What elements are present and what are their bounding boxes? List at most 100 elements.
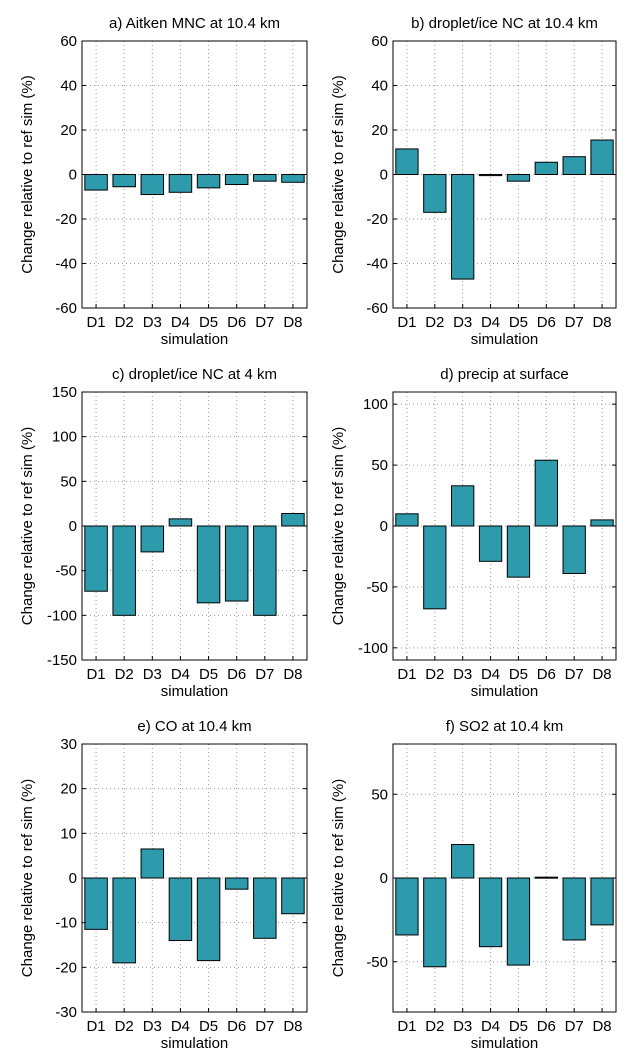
y-tick-label: 30: [60, 736, 77, 753]
bar-d1: [84, 174, 108, 191]
y-tick-label: 0: [380, 518, 388, 535]
y-tick-label: -60: [55, 300, 77, 317]
x-axis-label: simulation: [161, 683, 229, 700]
x-tick-label-d6: D6: [537, 314, 556, 331]
bar-d7: [562, 877, 586, 941]
y-tick-label: 100: [363, 396, 388, 413]
chart-title-f: f) SO2 at 10.4 km: [446, 718, 564, 735]
x-tick-label-d4: D4: [481, 666, 500, 683]
bar-d6: [224, 525, 249, 602]
bar-d8: [590, 877, 614, 926]
x-tick-label-d8: D8: [592, 314, 611, 331]
x-tick-label-d1: D1: [397, 314, 416, 331]
x-tick-label-d2: D2: [115, 666, 134, 683]
bar-d2: [423, 174, 447, 213]
y-tick-label: -30: [55, 1004, 77, 1021]
x-axis-label: simulation: [161, 331, 229, 348]
x-tick-label-d7: D7: [565, 1018, 584, 1035]
bar-d7: [253, 174, 277, 182]
bar-d2: [112, 174, 136, 188]
x-tick-label-d3: D3: [143, 666, 162, 683]
bar-d3: [140, 174, 165, 196]
bar-d1: [395, 148, 419, 176]
bar-d6: [534, 876, 558, 879]
chart-title-d: d) precip at surface: [440, 366, 568, 383]
chart-title-e: e) CO at 10.4 km: [137, 718, 251, 735]
x-axis-label: simulation: [471, 1035, 539, 1052]
y-tick-label: 0: [69, 167, 77, 184]
x-tick-label-d3: D3: [143, 1018, 162, 1035]
x-tick-label-d3: D3: [453, 1018, 472, 1035]
y-tick-label: -40: [55, 256, 77, 273]
x-tick-label-d4: D4: [171, 666, 190, 683]
bar-d4: [478, 877, 503, 948]
x-tick-label-d5: D5: [199, 1018, 218, 1035]
bar-d8: [590, 519, 614, 527]
y-tick-label: 40: [371, 78, 388, 95]
x-tick-label-d4: D4: [171, 1018, 190, 1035]
bar-d3: [451, 485, 475, 527]
bar-d7: [253, 877, 277, 939]
bar-d6: [224, 877, 249, 890]
y-tick-label: -40: [366, 256, 388, 273]
bar-d5: [506, 174, 531, 182]
y-axis-label: Change relative to ref sim (%): [19, 75, 36, 273]
bar-d5: [506, 877, 531, 966]
bar-d7: [562, 156, 586, 175]
x-tick-label-d1: D1: [86, 314, 105, 331]
y-axis-label: Change relative to ref sim (%): [330, 427, 347, 625]
bar-d2: [423, 525, 447, 610]
x-tick-label-d6: D6: [227, 666, 246, 683]
x-axis-label: simulation: [161, 1035, 229, 1052]
y-tick-label: -20: [55, 959, 77, 976]
y-axis-label: Change relative to ref sim (%): [19, 779, 36, 977]
chart-title-c: c) droplet/ice NC at 4 km: [112, 366, 277, 383]
y-tick-label: -20: [55, 211, 77, 228]
y-tick-label: -10: [55, 915, 77, 932]
y-axis-label: Change relative to ref sim (%): [19, 427, 36, 625]
x-axis-label: simulation: [471, 683, 539, 700]
chart-panel-e: -30 -20 -10 0 10 20 30 D1 D2 D3 D4 D5 D6 D7 D8 e) CO at…: [19, 718, 308, 1052]
x-tick-label-d4: D4: [171, 314, 190, 331]
y-tick-label: -50: [366, 954, 388, 971]
x-tick-label-d7: D7: [255, 666, 274, 683]
y-tick-label: 10: [60, 825, 77, 842]
bar-d8: [281, 877, 305, 915]
y-tick-label: -100: [358, 640, 388, 657]
bar-d2: [112, 877, 136, 964]
x-tick-label-d8: D8: [592, 1018, 611, 1035]
bar-d1: [395, 513, 419, 527]
x-tick-label-d8: D8: [283, 1018, 302, 1035]
bar-d2: [423, 877, 447, 968]
x-tick-label-d5: D5: [199, 314, 218, 331]
bar-d4: [478, 174, 503, 177]
y-tick-label: 50: [371, 457, 388, 474]
x-tick-label-d7: D7: [565, 666, 584, 683]
x-tick-label-d4: D4: [481, 1018, 500, 1035]
x-tick-label-d5: D5: [509, 314, 528, 331]
y-tick-label: -20: [366, 211, 388, 228]
x-tick-label-d7: D7: [255, 314, 274, 331]
y-tick-label: 0: [380, 870, 388, 887]
y-tick-label: -50: [366, 579, 388, 596]
y-axis-label: Change relative to ref sim (%): [330, 779, 347, 977]
bar-d2: [112, 525, 136, 616]
x-tick-label-d7: D7: [255, 1018, 274, 1035]
y-tick-label: 0: [380, 167, 388, 184]
x-tick-label-d5: D5: [509, 666, 528, 683]
chart-panel-d: -100 -50 0 50 100 D1 D2 D3 D4 D5 D6 D7 D8 d) precip a…: [330, 366, 617, 700]
y-tick-label: 100: [52, 429, 77, 446]
bar-d3: [140, 848, 165, 879]
bar-d3: [140, 525, 165, 553]
x-tick-label-d1: D1: [397, 666, 416, 683]
bar-d8: [281, 174, 305, 183]
x-tick-label-d1: D1: [397, 1018, 416, 1035]
x-tick-label-d1: D1: [86, 1018, 105, 1035]
y-tick-label: -150: [47, 652, 77, 669]
bar-d5: [196, 174, 221, 189]
chart-panel-f: -50 0 50 D1 D2 D3 D4 D5 D6 D7 D8 f) SO2 at 10.4 km s…: [330, 718, 617, 1052]
y-tick-label: 20: [60, 122, 77, 139]
x-tick-label-d2: D2: [115, 314, 134, 331]
x-tick-label-d2: D2: [115, 1018, 134, 1035]
